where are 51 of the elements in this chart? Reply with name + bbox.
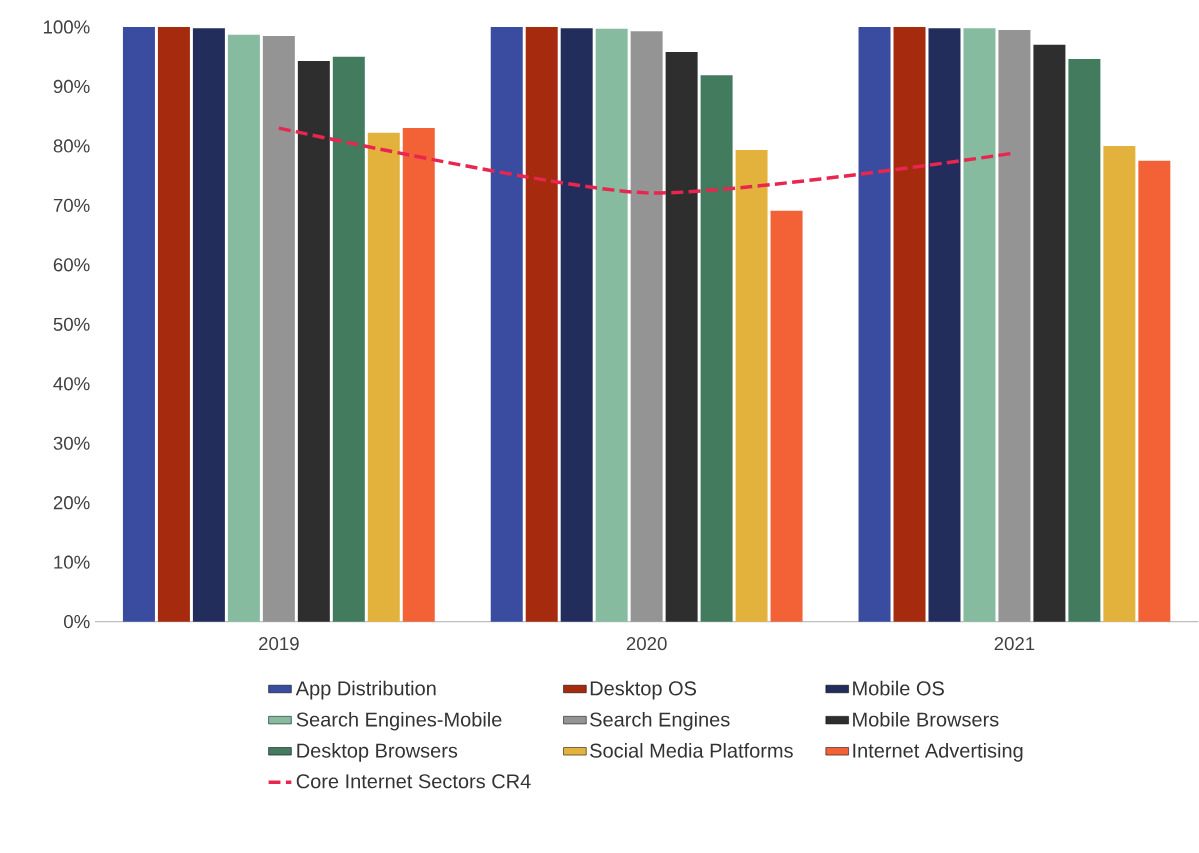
bar [893, 27, 926, 622]
legend-label: Desktop Browsers [297, 743, 458, 762]
legend-label: Mobile Browsers [853, 712, 999, 727]
bar [367, 133, 400, 622]
bar [963, 28, 996, 622]
bar [1103, 146, 1136, 622]
legend-label: Mobile OS [853, 681, 944, 696]
bar [122, 27, 155, 622]
y-tick-label: 0% [64, 615, 90, 629]
y-tick-label: 20% [53, 496, 90, 510]
bar [998, 30, 1031, 622]
y-tick-label: 70% [53, 198, 90, 213]
legend-label: App Distribution [295, 681, 436, 700]
bar [630, 31, 663, 622]
bar [665, 52, 698, 622]
bar [928, 28, 961, 622]
bar [297, 61, 330, 622]
y-tick-label: 40% [53, 377, 90, 391]
bar [192, 28, 225, 622]
bar [332, 56, 365, 622]
legend-label: Desktop OS [590, 681, 697, 700]
bar [560, 28, 593, 622]
bar [1068, 59, 1101, 622]
y-tick-label: 50% [53, 317, 90, 332]
y-tick-label: 100% [43, 20, 90, 34]
bar [1033, 45, 1066, 622]
y-tick-label: 90% [53, 80, 90, 94]
x-tick-label: 2020 [626, 637, 667, 651]
bar [1138, 161, 1171, 622]
x-tick-label: 2021 [994, 637, 1035, 651]
legend-label: Social Media Platforms [590, 743, 793, 758]
bar [735, 150, 768, 622]
x-tick-label: 2019 [259, 637, 299, 651]
bar [525, 27, 558, 622]
y-tick-label: 80% [53, 139, 90, 153]
legend-label: Internet Advertising [853, 743, 1023, 762]
bar [700, 75, 733, 622]
y-tick-label: 10% [54, 555, 90, 570]
bar [858, 27, 891, 622]
bar [770, 210, 803, 622]
legend-label: Core Internet Sectors CR4 [296, 774, 531, 789]
bar [157, 27, 190, 622]
bar [262, 36, 295, 622]
legend-label: Search Engines [590, 712, 730, 731]
y-tick-label: 30% [53, 436, 90, 451]
bar [402, 128, 435, 622]
bar [227, 34, 260, 622]
legend-label: Search Engines-Mobile [296, 712, 502, 731]
y-tick-label: 60% [53, 258, 90, 272]
bar [490, 27, 523, 622]
bar [595, 29, 628, 622]
